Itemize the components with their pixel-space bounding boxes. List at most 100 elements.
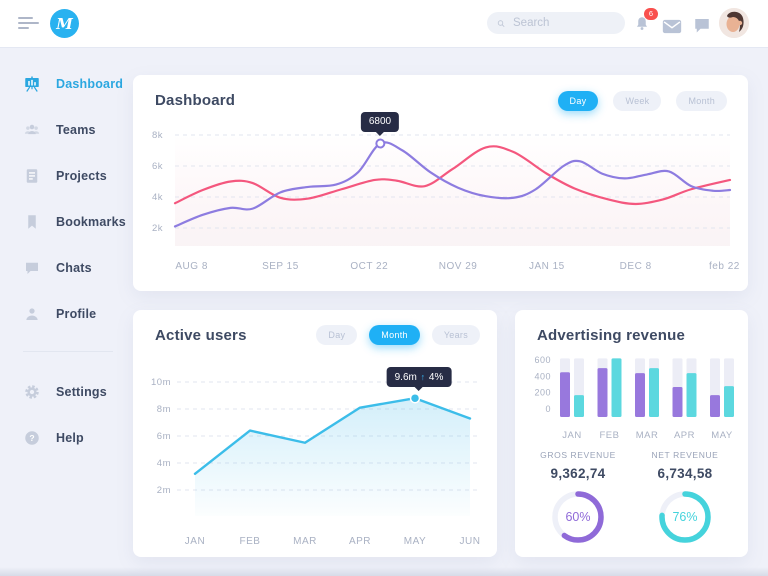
help-icon: ? [23,429,41,447]
top-bar: M 6 [0,0,768,48]
chat-button[interactable] [693,14,717,36]
donut-arc [552,491,604,543]
sidebar-item-label: Help [56,431,84,445]
bar-gross [597,368,608,417]
bar-gross [635,373,645,417]
sidebar-item-bookmarks[interactable]: Bookmarks [0,210,130,234]
active-users-card: Active users Day Month Years 10m 8m 6m 4m 2m… [133,310,497,557]
bar-net [649,368,659,417]
profile-icon [23,305,41,323]
users-filters: Day Month Years [316,325,480,345]
sidebar-item-dashboard[interactable]: Dashboard [0,72,130,96]
axis-label: OCT 22 [350,261,388,272]
menu-icon[interactable] [18,16,42,32]
axis-label: MAY [404,536,426,547]
gross-revenue-stat: GROS REVENUE 9,362,74 [523,450,633,481]
axis-label: 2m [157,485,171,496]
users-tooltip-value: 9.6m [394,372,417,383]
bar-gross [672,386,683,417]
bottom-shade [0,567,768,576]
advertising-revenue-card: Advertising revenue 600 400 200 0 JAN FEB MAR A… [515,310,748,557]
net-revenue-label: NET REVENUE [651,450,719,460]
traffic-tooltip: 6800 [360,112,400,132]
sidebar-item-label: Teams [56,123,96,137]
bar-gross [560,372,570,417]
traffic-filters: Day Week Month [557,91,727,111]
app-logo[interactable]: M [50,9,79,38]
axis-label: 6k [152,161,163,172]
traffic-filter-week[interactable]: Week [613,91,662,111]
series-purple [173,141,732,228]
logo-letter: M [56,14,73,33]
axis-label: APR [349,536,371,547]
users-filter-years[interactable]: Years [431,325,480,345]
users-line [193,397,472,475]
bar-net [686,373,697,417]
sidebar-item-label: Bookmarks [56,215,126,229]
axis-label: JAN [185,536,205,547]
sidebar-item-profile[interactable]: Profile [0,302,130,326]
sidebar-divider [23,351,113,352]
users-filter-month[interactable]: Month [369,325,420,345]
bar-net [574,395,584,417]
users-marker [409,392,421,404]
sidebar-item-label: Chats [56,261,92,275]
axis-label: DEC 8 [620,261,652,272]
advertising-bar-chart: 600 400 200 0 JAN FEB MAR APR MAY [534,355,734,441]
traffic-filter-month[interactable]: Month [676,91,727,111]
notification-badge: 6 [644,8,658,20]
advertising-revenue-title: Advertising revenue [537,327,686,344]
axis-label: MAY [711,430,733,441]
donut-arc [659,491,711,543]
net-revenue-value: 6,734,58 [657,466,713,481]
bookmark-icon [23,213,41,231]
traffic-filter-day[interactable]: Day [557,91,599,111]
traffic-chart: 8k 6k 4k 2k AUG 8 SEP 15 OCT 22 NOV 29 JAN 15 DEC… [152,130,739,272]
axis-label: MAR [293,536,317,547]
traffic-card: Dashboard Day Week Month 8k 6k 4k 2k AUG 8 SE… [133,75,748,291]
search-input[interactable] [511,16,615,30]
bar-net [724,386,734,417]
teams-icon [23,121,41,139]
axis-label: JUN [460,536,481,547]
net-revenue-donut: 76% [656,488,714,546]
notifications-button[interactable] [633,13,657,35]
gross-revenue-label: GROS REVENUE [540,450,616,460]
axis-label: AUG 8 [175,261,208,272]
axis-label: 8k [152,130,163,141]
gross-revenue-value: 9,362,74 [550,466,606,481]
svg-text:?: ? [29,433,34,443]
axis-label: 200 [534,388,551,398]
sidebar-item-chats[interactable]: Chats [0,256,130,280]
dashboard-icon [23,75,41,93]
axis-label: NOV 29 [439,261,478,272]
user-avatar[interactable] [719,8,749,38]
users-filter-day[interactable]: Day [316,325,358,345]
sidebar-item-projects[interactable]: Projects [0,164,130,188]
sidebar-item-label: Settings [56,385,107,399]
mail-icon [662,19,682,33]
mail-button[interactable] [662,15,686,37]
net-revenue-stat: NET REVENUE 6,734,58 [630,450,740,481]
gear-icon [23,383,41,401]
sidebar-item-settings[interactable]: Settings [0,380,130,404]
donut-chart [659,491,711,543]
axis-label: 10m [151,377,171,388]
sidebar-item-label: Dashboard [56,77,124,91]
chat-icon [695,19,709,33]
plot-background [175,135,730,246]
axis-label: JAN [562,430,581,441]
users-tooltip: 9.6m ↑ 4% [386,367,452,387]
search-icon [497,19,505,27]
arrow-up-icon: ↑ [420,372,426,382]
donut-chart [552,491,604,543]
axis-label: FEB [240,536,261,547]
avatar-image [719,8,749,38]
search-box[interactable] [487,12,625,34]
axis-label: SEP 15 [262,261,299,272]
sidebar-item-help[interactable]: ? Help [0,426,130,450]
axis-label: FEB [600,430,620,441]
bell-icon [636,17,648,30]
sidebar-item-teams[interactable]: Teams [0,118,130,142]
